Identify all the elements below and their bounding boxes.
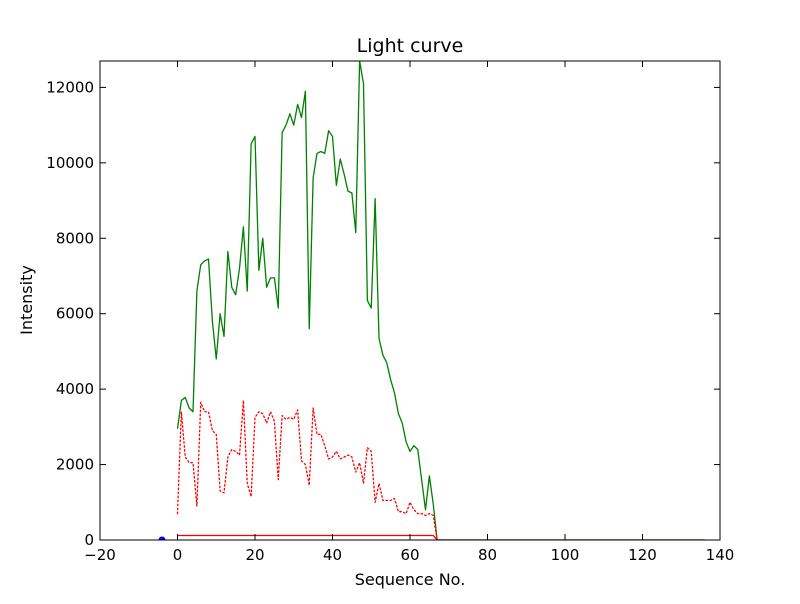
x-axis-label: Sequence No.: [355, 570, 466, 589]
x-tick-label: −20: [84, 546, 116, 564]
x-tick-label: 140: [706, 546, 735, 564]
y-tick-label: 2000: [56, 456, 94, 474]
x-tick-label: 40: [323, 546, 342, 564]
x-tick-label: 120: [628, 546, 657, 564]
series-2-line: [176, 399, 442, 540]
y-axis-label: Intensity: [17, 265, 36, 335]
x-tick-label: 20: [245, 546, 264, 564]
chart-title: Light curve: [357, 35, 464, 57]
y-tick-label: 8000: [56, 229, 94, 247]
y-tick-label: 12000: [46, 78, 94, 96]
x-tick-label: 60: [400, 546, 419, 564]
x-tick-label: 100: [551, 546, 580, 564]
x-tick-label: 80: [478, 546, 497, 564]
y-tick-label: 0: [84, 531, 94, 549]
y-tick-label: 6000: [56, 305, 94, 323]
y-tick-label: 10000: [46, 154, 94, 172]
y-tick-label: 4000: [56, 380, 94, 398]
series-1-line: [176, 61, 705, 540]
x-tick-label: 0: [173, 546, 183, 564]
series-4-marker: [158, 536, 166, 540]
